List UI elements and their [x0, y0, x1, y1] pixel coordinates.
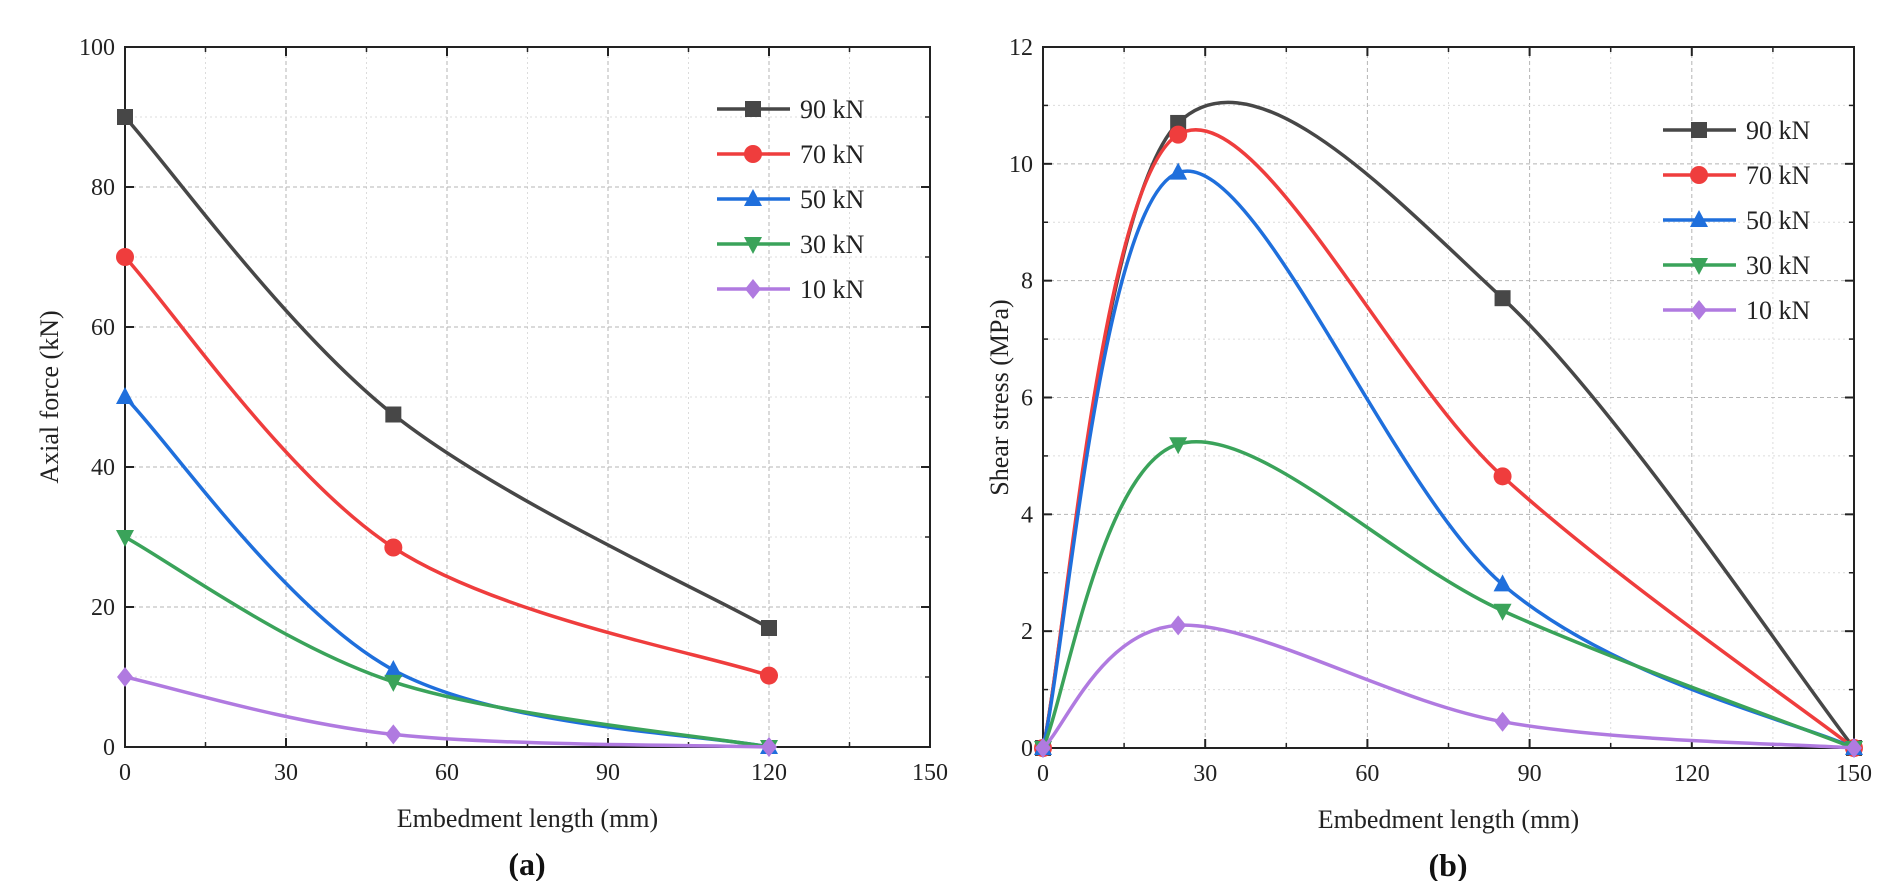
legend-label: 50 kN: [800, 185, 865, 214]
legend-label: 50 kN: [1746, 206, 1811, 235]
y-tick-label: 60: [91, 315, 115, 341]
data-point: [1169, 125, 1188, 144]
y-tick-label: 8: [1021, 269, 1033, 295]
series-90-kn: 90 kN: [117, 95, 865, 636]
data-point: [116, 530, 134, 547]
data-point: [1493, 574, 1512, 592]
x-tick-label: 150: [912, 760, 948, 786]
data-point: [385, 724, 402, 745]
data-point: [385, 406, 402, 423]
x-tick-label: 120: [1674, 761, 1710, 787]
legend-marker: [745, 101, 761, 117]
data-point: [116, 248, 134, 266]
data-point: [384, 674, 403, 692]
x-tick-label: 30: [1193, 761, 1217, 787]
x-tick-label: 30: [274, 760, 298, 786]
y-tick-label: 0: [103, 735, 115, 761]
y-tick-label: 2: [1021, 619, 1033, 645]
series-10-kn: 10 kN: [117, 275, 865, 757]
legend-label: 30 kN: [1746, 251, 1811, 280]
data-point: [1494, 711, 1511, 732]
legend-label: 10 kN: [800, 275, 865, 304]
data-point: [1493, 467, 1512, 486]
y-axis-title: Axial force (kN): [35, 310, 64, 483]
x-tick-label: 120: [751, 760, 787, 786]
legend-marker: [1690, 210, 1708, 227]
series-line: [1041, 100, 1856, 750]
series-line: [1041, 128, 1856, 750]
legend-marker: [745, 279, 761, 299]
panel-label: (a): [508, 846, 545, 881]
series-50-kn: 50 kN: [116, 185, 865, 754]
legend-label: 70 kN: [800, 140, 865, 169]
data-point: [384, 660, 403, 677]
legend-marker: [1691, 300, 1707, 320]
data-point: [384, 538, 403, 557]
data-point: [760, 666, 778, 685]
x-tick-label: 60: [1355, 761, 1379, 787]
y-tick-label: 10: [1009, 152, 1033, 178]
data-point: [1494, 290, 1511, 307]
x-tick-label: 150: [1836, 761, 1872, 787]
legend-marker: [744, 237, 762, 254]
series-line: [124, 675, 770, 749]
data-point: [1493, 603, 1512, 621]
legend-marker: [744, 189, 762, 206]
series-line: [1041, 440, 1855, 750]
y-tick-label: 6: [1021, 386, 1033, 412]
series-30-kn: 30 kN: [116, 230, 865, 757]
series-10-kn: 10 kN: [1035, 296, 1862, 758]
legend-marker: [1690, 258, 1708, 275]
legend-marker: [744, 145, 762, 163]
chart-a: 0 30 60 90 120 150 0 20 40 60 80 100 Embedment lengt…: [35, 35, 948, 881]
y-tick-label: 4: [1021, 502, 1033, 528]
x-tick-label: 0: [1037, 761, 1049, 787]
x-tick-label: 60: [435, 760, 459, 786]
series-line: [123, 255, 770, 678]
data-point: [117, 109, 133, 125]
legend-label: 90 kN: [800, 95, 865, 124]
legend-label: 10 kN: [1746, 296, 1811, 325]
y-axis-title: Shear stress (MPa): [985, 299, 1014, 495]
x-axis-title: Embedment length (mm): [1318, 805, 1579, 834]
series-line: [1041, 623, 1855, 750]
legend-marker: [1691, 122, 1707, 138]
y-tick-label: 0: [1021, 736, 1033, 762]
data-point: [116, 387, 134, 404]
data-point: [1035, 738, 1051, 758]
data-point: [761, 620, 777, 636]
data-point: [1169, 162, 1188, 180]
x-tick-label: 0: [119, 760, 131, 786]
panel-label: (b): [1428, 847, 1467, 881]
y-tick-label: 100: [79, 35, 115, 61]
y-tick-label: 40: [91, 455, 115, 481]
series-70-kn: 70 kN: [1034, 125, 1863, 757]
legend-label: 30 kN: [800, 230, 865, 259]
data-point: [1169, 437, 1188, 455]
y-tick-label: 80: [91, 175, 115, 201]
series-70-kn: 70 kN: [116, 140, 865, 685]
legend-label: 90 kN: [1746, 116, 1811, 145]
legend-label: 70 kN: [1746, 161, 1811, 190]
data-point: [761, 737, 777, 757]
chart-b: 0 30 60 90 120 150 0 2 4 6 8 10 12 Embedment length (…: [985, 35, 1872, 881]
data-point: [1170, 615, 1187, 636]
x-tick-label: 90: [596, 760, 620, 786]
x-axis-title: Embedment length (mm): [397, 804, 658, 833]
data-point: [1846, 738, 1862, 758]
data-point: [117, 667, 133, 687]
y-tick-label: 20: [91, 595, 115, 621]
legend-marker: [1690, 166, 1708, 184]
x-tick-label: 90: [1518, 761, 1542, 787]
y-tick-label: 12: [1009, 35, 1033, 61]
